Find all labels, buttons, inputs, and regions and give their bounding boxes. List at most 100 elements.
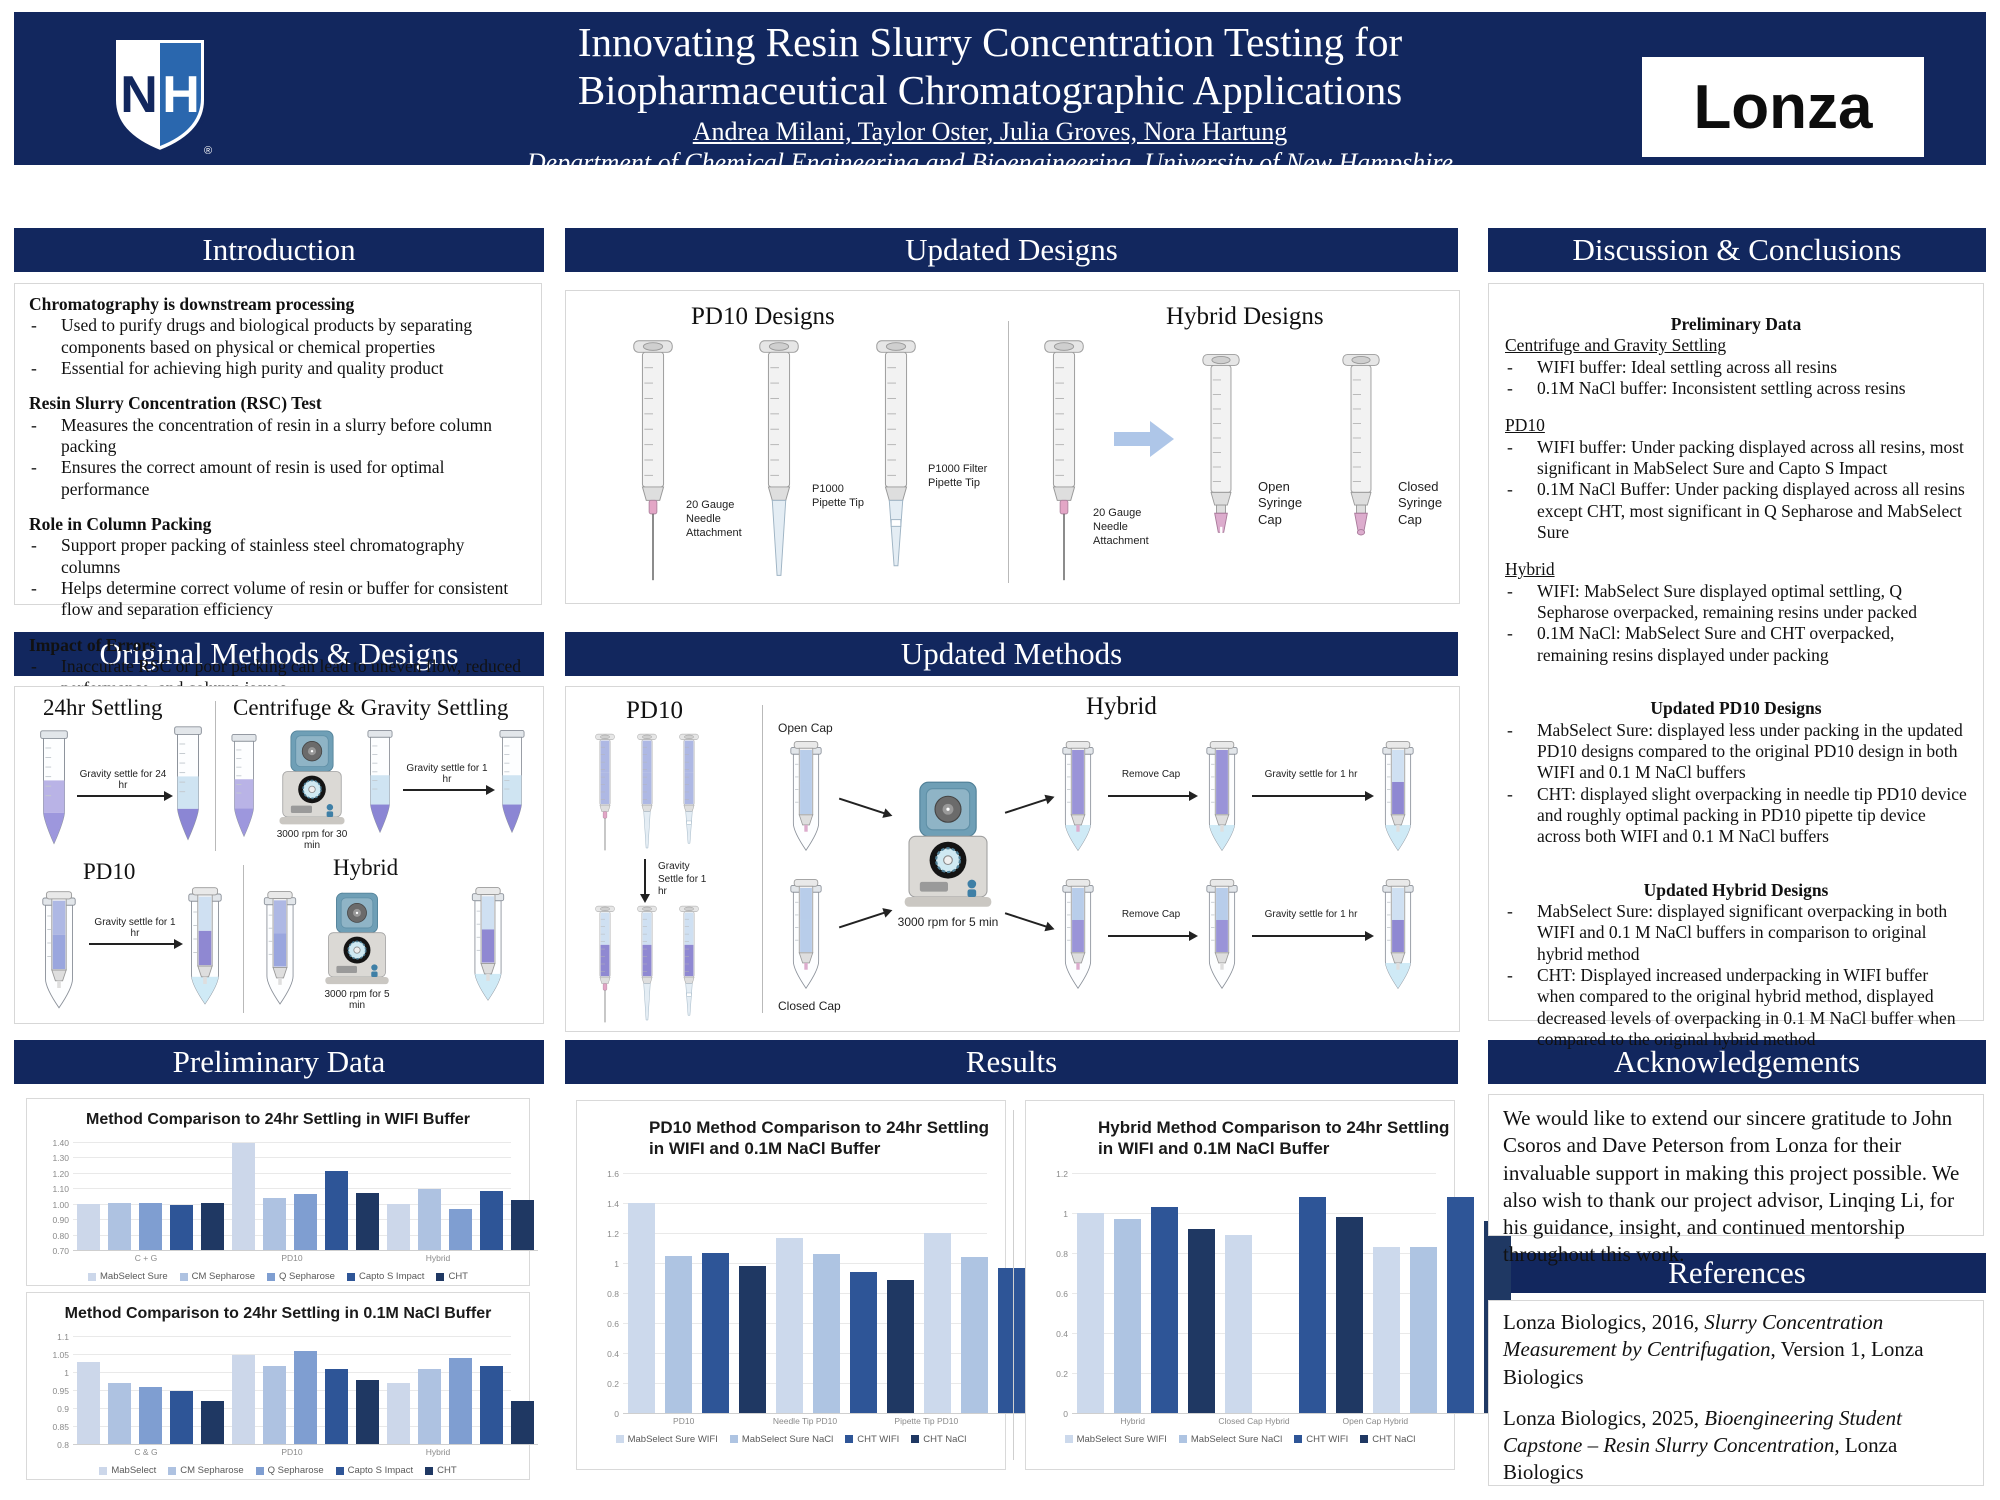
legend-item: CM Sepharose — [168, 1465, 244, 1476]
poster-title-line2: Biopharmaceutical Chromatographic Applic… — [577, 67, 1403, 114]
pd10-settled-illustration — [179, 885, 231, 1011]
updated-designs-panel: PD10 Designs 20 Gauge Needle Attachment … — [565, 290, 1460, 604]
legend-swatch — [436, 1272, 445, 1281]
svg-text:H: H — [162, 66, 200, 124]
y-axis-tick: 0.9 — [57, 1404, 69, 1415]
needle-attachment-label: 20 Gauge Needle Attachment — [686, 499, 742, 539]
bar-group — [73, 1143, 228, 1251]
y-axis-tick: 1.10 — [52, 1184, 69, 1195]
bar-CM Sepharose-PD10 — [263, 1198, 286, 1250]
x-axis-label: C & G — [134, 1447, 158, 1457]
updated-methods-panel: PD10 Gravity Settle for 1 hr Hybrid Open… — [565, 686, 1460, 1032]
chart-legend: MabSelect CM Sepharose Q Sepharose Capto S … — [27, 1465, 529, 1476]
legend-swatch — [255, 1466, 264, 1475]
bullet-dash: - — [31, 535, 37, 556]
reference-text: Lonza Biologics — [1503, 1433, 1898, 1485]
gravity-1hr-label: Gravity settle for 1 hr — [94, 917, 176, 939]
intro-heading: Role in Column Packing — [29, 514, 212, 535]
hybrid-device-illustration — [255, 889, 305, 1011]
gridline — [73, 1142, 511, 1143]
gridline — [623, 1292, 987, 1294]
bar-Capto S Impact-PD10 — [325, 1171, 348, 1250]
syringe-p1000-illustration — [744, 335, 814, 585]
x-axis-label: Hybrid — [1120, 1415, 1145, 1426]
y-axis-tick: 0.4 — [607, 1348, 619, 1359]
syringe-open-cap-illustration — [1188, 349, 1254, 585]
x-axis-label: C + G — [134, 1253, 158, 1263]
preliminary-data-panel: Method Comparison to 24hr Settling in WI… — [14, 1094, 542, 1486]
intro-bullet: Essential for achieving high purity and … — [61, 358, 444, 379]
y-axis-tick: 0 — [614, 1408, 619, 1419]
legend-swatch — [1178, 1435, 1187, 1443]
bullet-dash: - — [31, 414, 37, 435]
syringe-pfilter-illustration — [861, 335, 931, 585]
pd10-title: PD10 — [626, 697, 683, 724]
chart-plot-area: 1.1 1.05 1 0.95 0.9 0.85 0.8 — [52, 1332, 538, 1450]
syringe-closed-cap-illustration — [1328, 349, 1394, 585]
gridline — [73, 1203, 511, 1205]
section-title-updated-methods: Updated Methods — [565, 632, 1458, 676]
arrow-right-icon — [89, 939, 183, 949]
discussion-bullet: CHT: displayed slight overpacking in nee… — [1537, 783, 1967, 847]
remove-cap-label: Remove Cap — [1121, 769, 1181, 780]
syringe-needle-illustration — [1029, 335, 1099, 585]
legend-label: CHT WIFI — [857, 1433, 900, 1445]
legend-label: MabSelect — [111, 1465, 157, 1476]
intro-bullet: Used to purify drugs and biological prod… — [61, 315, 473, 357]
legend-item: CHT NaCl — [911, 1434, 966, 1445]
reference-item: Lonza Biologics, 2025, Bioengineering St… — [1503, 1405, 1969, 1487]
bar-CHT WIFI-Needle Tip PD10 — [850, 1272, 877, 1413]
y-axis-tick: 0.2 — [1056, 1368, 1068, 1379]
section-title-results: Results — [565, 1040, 1458, 1084]
legend-item: CM Sepharose — [179, 1271, 255, 1282]
arrow-right-icon — [403, 785, 495, 795]
bar-CM Sepharose-Hybrid — [418, 1369, 441, 1444]
divider — [243, 865, 244, 1013]
open-cap-device-illustration — [782, 739, 830, 857]
intro-heading: Chromatography is downstream processing — [29, 294, 355, 314]
x-axis-label: Needle Tip PD10 — [772, 1415, 838, 1426]
centrifuged-device — [1054, 877, 1102, 995]
bar-MabSelect Sure WIFI-Hybrid — [1077, 1213, 1104, 1413]
y-axis-tick: 0.80 — [52, 1230, 69, 1241]
intro-heading: Resin Slurry Concentration (RSC) Test — [29, 393, 322, 414]
bar-MabSelect Sure-Hybrid — [387, 1204, 410, 1250]
divider — [1008, 321, 1009, 583]
legend-item: CHT WIFI — [845, 1434, 899, 1445]
x-axis-label: PD10 — [281, 1447, 303, 1457]
bar-MabSelect Sure WIFI-PD10 — [628, 1203, 655, 1413]
gridline — [73, 1336, 511, 1337]
legend-swatch — [615, 1435, 624, 1443]
syringe-p1000-filled — [630, 731, 664, 853]
bar-Capto S Impact-C + G — [170, 1204, 193, 1250]
legend-label: CM Sepharose — [180, 1465, 244, 1476]
legend-item: CHT — [436, 1271, 468, 1282]
hybrid-designs-label: Hybrid Designs — [1166, 303, 1324, 330]
acknowledgements-text: We would like to extend our sincere grat… — [1503, 1106, 1960, 1267]
legend-swatch — [88, 1272, 97, 1281]
x-axis-label: PD10 — [281, 1253, 303, 1263]
bullet-dash: - — [1507, 719, 1513, 740]
bar-CHT-Hybrid — [511, 1401, 534, 1444]
intro-block: Chromatography is downstream processing … — [29, 294, 527, 379]
bar-MabSelect Sure WIFI-Needle Tip PD10 — [776, 1237, 803, 1413]
pd10-title: PD10 — [83, 859, 136, 884]
centrifuge-illustration — [896, 779, 1000, 911]
24hr-settling-title: 24hr Settling — [43, 695, 163, 720]
x-axis-label: Pipette Tip PD10 — [894, 1415, 959, 1426]
intro-heading: Impact of Errors — [29, 634, 157, 655]
pd10-device-illustration — [33, 889, 85, 1015]
reference-text: Lonza Biologics, 2016, — [1503, 1310, 1705, 1334]
syringe-needle-settled — [588, 903, 622, 1025]
bar-MabSelect Sure NaCl-Pipette Tip PD10 — [961, 1257, 988, 1413]
intro-block: Role in Column Packing - Support proper p… — [29, 514, 527, 621]
legend-label: CHT NaCl — [1372, 1433, 1416, 1445]
legend-swatch — [266, 1272, 275, 1281]
legend-item: MabSelect Sure NaCl — [1178, 1434, 1282, 1445]
y-axis-tick: 0.85 — [52, 1422, 69, 1433]
y-axis-tick: 1.1 — [57, 1332, 69, 1342]
bullet-dash: - — [31, 358, 37, 379]
bar-CHT-Hybrid — [511, 1200, 534, 1250]
bar-group — [771, 1174, 919, 1414]
bar-MabSelect Sure-C + G — [77, 1204, 100, 1250]
